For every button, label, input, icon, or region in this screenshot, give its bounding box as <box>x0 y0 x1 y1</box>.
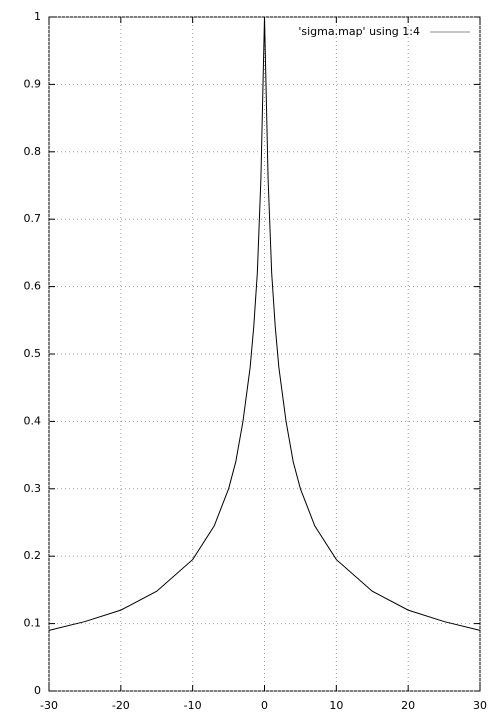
y-tick-label: 0.8 <box>24 145 42 158</box>
y-tick-label: 0 <box>34 684 41 697</box>
y-tick-label: 0.4 <box>24 414 42 427</box>
y-tick-label: 0.2 <box>24 549 42 562</box>
y-tick-label: 0.5 <box>24 347 42 360</box>
y-tick-label: 0.3 <box>24 482 42 495</box>
y-tick-label: 0.7 <box>24 212 42 225</box>
x-tick-label: 0 <box>261 699 268 712</box>
y-tick-label: 0.6 <box>24 280 42 293</box>
x-tick-label: -30 <box>40 699 58 712</box>
y-tick-label: 0.9 <box>24 77 42 90</box>
x-tick-label: -20 <box>112 699 130 712</box>
x-tick-label: 20 <box>401 699 415 712</box>
x-tick-label: 30 <box>473 699 487 712</box>
data-line <box>48 16 481 631</box>
legend-label: 'sigma.map' using 1:4 <box>298 25 420 38</box>
y-tick-label: 1 <box>34 10 41 23</box>
x-tick-label: -10 <box>184 699 202 712</box>
y-tick-label: 0.1 <box>24 617 42 630</box>
x-tick-label: 10 <box>329 699 343 712</box>
